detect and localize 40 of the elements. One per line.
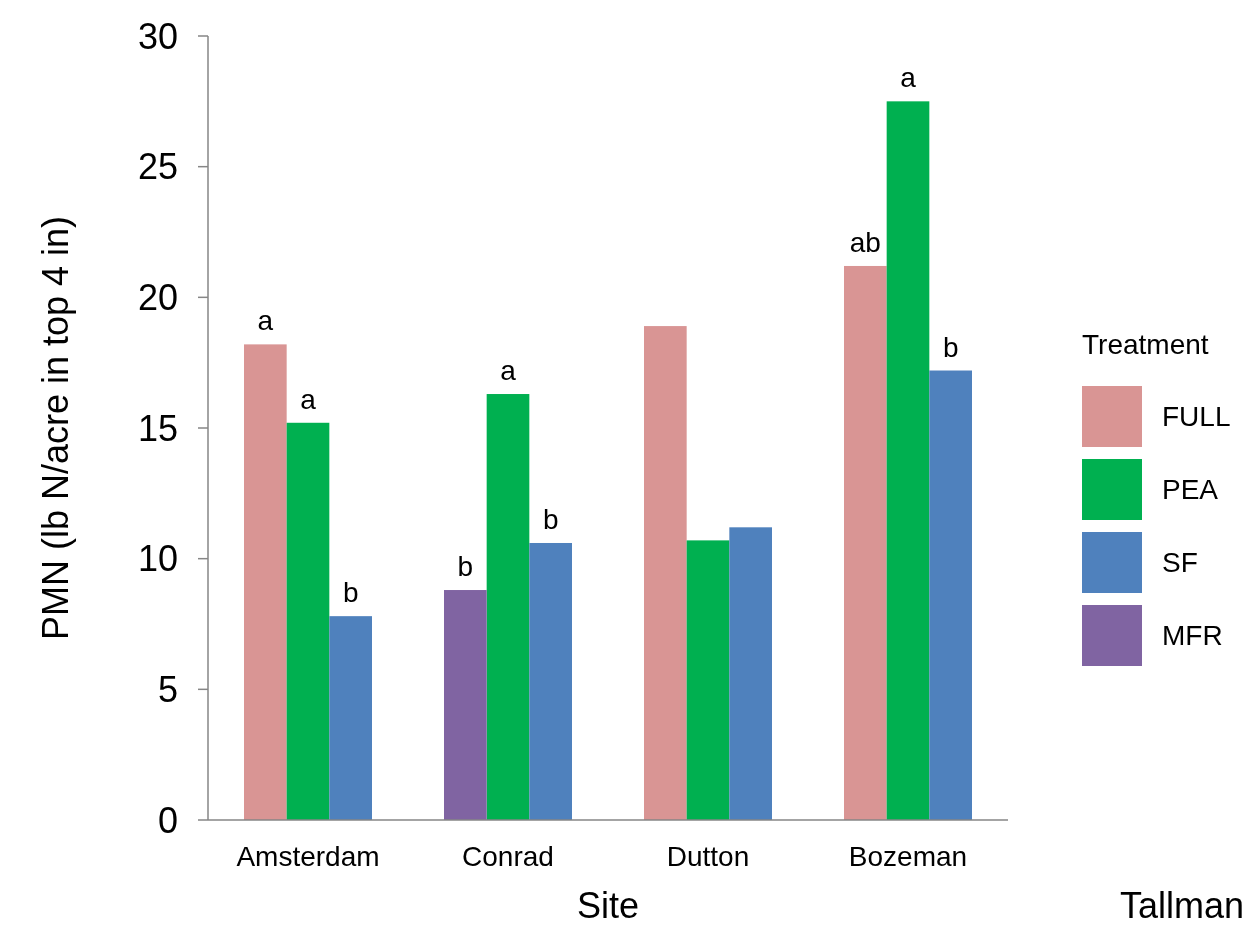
bar xyxy=(486,394,530,820)
x-tick-label: Conrad xyxy=(462,841,554,872)
legend-label: MFR xyxy=(1162,620,1223,652)
data-label: b xyxy=(942,331,959,363)
data-label: a xyxy=(900,62,917,94)
x-tick-label: Bozeman xyxy=(848,841,968,872)
y-axis-title: PMN (lb N/acre in top 4 in) xyxy=(35,215,76,641)
y-tick-label: 25 xyxy=(137,146,178,188)
y-tick-label: 20 xyxy=(137,276,178,318)
data-label: a xyxy=(257,305,274,337)
y-tick-label: 15 xyxy=(137,407,178,449)
x-axis-title: Site xyxy=(576,885,640,926)
bar xyxy=(686,540,730,820)
y-tick-label: 30 xyxy=(137,15,178,57)
legend-label: FULL xyxy=(1162,401,1231,433)
legend-label: PEA xyxy=(1162,474,1219,506)
data-label: a xyxy=(300,383,317,415)
x-tick-label: Amsterdam xyxy=(236,841,380,872)
bar xyxy=(444,590,487,820)
data-label: b xyxy=(342,577,359,609)
bar xyxy=(329,616,372,820)
bar xyxy=(729,527,772,820)
y-tick-label: 10 xyxy=(137,538,178,580)
text: Tallman xyxy=(1119,885,1244,926)
data-label: b xyxy=(542,503,559,535)
data-label: a xyxy=(500,355,517,387)
bar xyxy=(844,265,887,820)
bar xyxy=(286,422,330,820)
data-label: ab xyxy=(849,226,881,258)
x-tick-label: Dutton xyxy=(666,841,750,872)
bar xyxy=(644,326,687,820)
legend-title: Treatment xyxy=(1082,329,1209,360)
data-label: b xyxy=(457,551,474,583)
bar xyxy=(886,101,930,820)
bar xyxy=(929,370,972,820)
bar xyxy=(529,542,572,820)
y-tick-label: 5 xyxy=(157,668,178,710)
legend-label: SF xyxy=(1162,547,1198,579)
y-tick-label: 0 xyxy=(157,799,178,841)
bar xyxy=(244,344,287,820)
